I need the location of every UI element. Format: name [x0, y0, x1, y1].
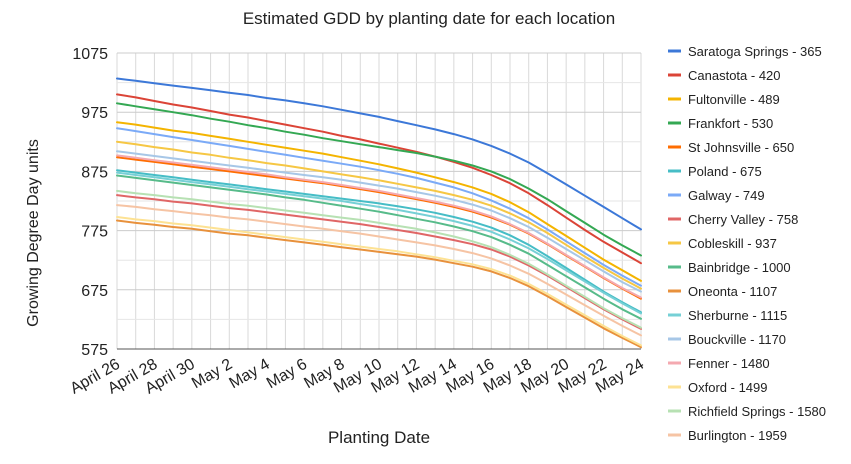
legend-label: Fenner - 1480	[688, 356, 770, 371]
y-tick-label: 875	[81, 164, 108, 181]
series-line-14	[116, 154, 642, 299]
series-line-2	[116, 93, 642, 265]
x-tick-label: May 6	[264, 356, 310, 393]
legend-label: Cobleskill - 937	[688, 236, 777, 251]
legend-label: Richfield Springs - 1580	[688, 404, 826, 419]
legend: Saratoga Springs - 365 Canastota - 420 Ful…	[668, 44, 826, 443]
series-line-12	[116, 171, 642, 315]
series-line-6	[116, 169, 642, 314]
y-tick-label: 675	[81, 283, 108, 300]
legend-label: Fultonville - 489	[688, 92, 780, 107]
legend-label: Cherry Valley - 758	[688, 212, 798, 227]
series-line-11	[116, 219, 642, 349]
series-line-7	[116, 127, 642, 287]
series-lines	[116, 77, 642, 349]
series-line-17	[116, 204, 642, 337]
y-tick-label: 775	[81, 224, 108, 241]
legend-label: Bouckville - 1170	[688, 332, 786, 347]
series-line-10	[116, 174, 642, 320]
chart-title: Estimated GDD by planting date for each …	[243, 9, 615, 28]
legend-label: Oneonta - 1107	[688, 284, 777, 299]
legend-label: Galway - 749	[688, 188, 765, 203]
legend-label: Canastota - 420	[688, 68, 781, 83]
legend-label: Oxford - 1499	[688, 380, 768, 395]
legend-label: Sherburne - 1115	[688, 308, 787, 323]
series-line-15	[116, 216, 642, 347]
legend-label: Bainbridge - 1000	[688, 260, 791, 275]
x-axis-label: Planting Date	[328, 428, 430, 447]
x-tick-label: May 2	[189, 356, 235, 393]
y-axis-ticks: 575 675 775 875 975 1075	[72, 46, 108, 359]
legend-label: St Johnsville - 650	[688, 140, 794, 155]
y-tick-label: 975	[81, 105, 108, 122]
series-line-16	[116, 189, 642, 329]
legend-label: Poland - 675	[688, 164, 762, 179]
series-line-9	[116, 140, 642, 290]
legend-label: Burlington - 1959	[688, 428, 787, 443]
legend-label: Frankfort - 530	[688, 116, 773, 131]
series-line-3	[116, 121, 642, 282]
x-tick-label: May 4	[226, 356, 272, 393]
series-line-13	[116, 150, 642, 293]
y-axis-label: Growing Degree Day units	[25, 139, 42, 327]
legend-label: Saratoga Springs - 365	[688, 44, 822, 59]
series-line-4	[116, 102, 642, 257]
y-tick-label: 1075	[72, 46, 108, 63]
y-tick-label: 575	[81, 342, 108, 359]
series-line-1	[116, 77, 642, 231]
